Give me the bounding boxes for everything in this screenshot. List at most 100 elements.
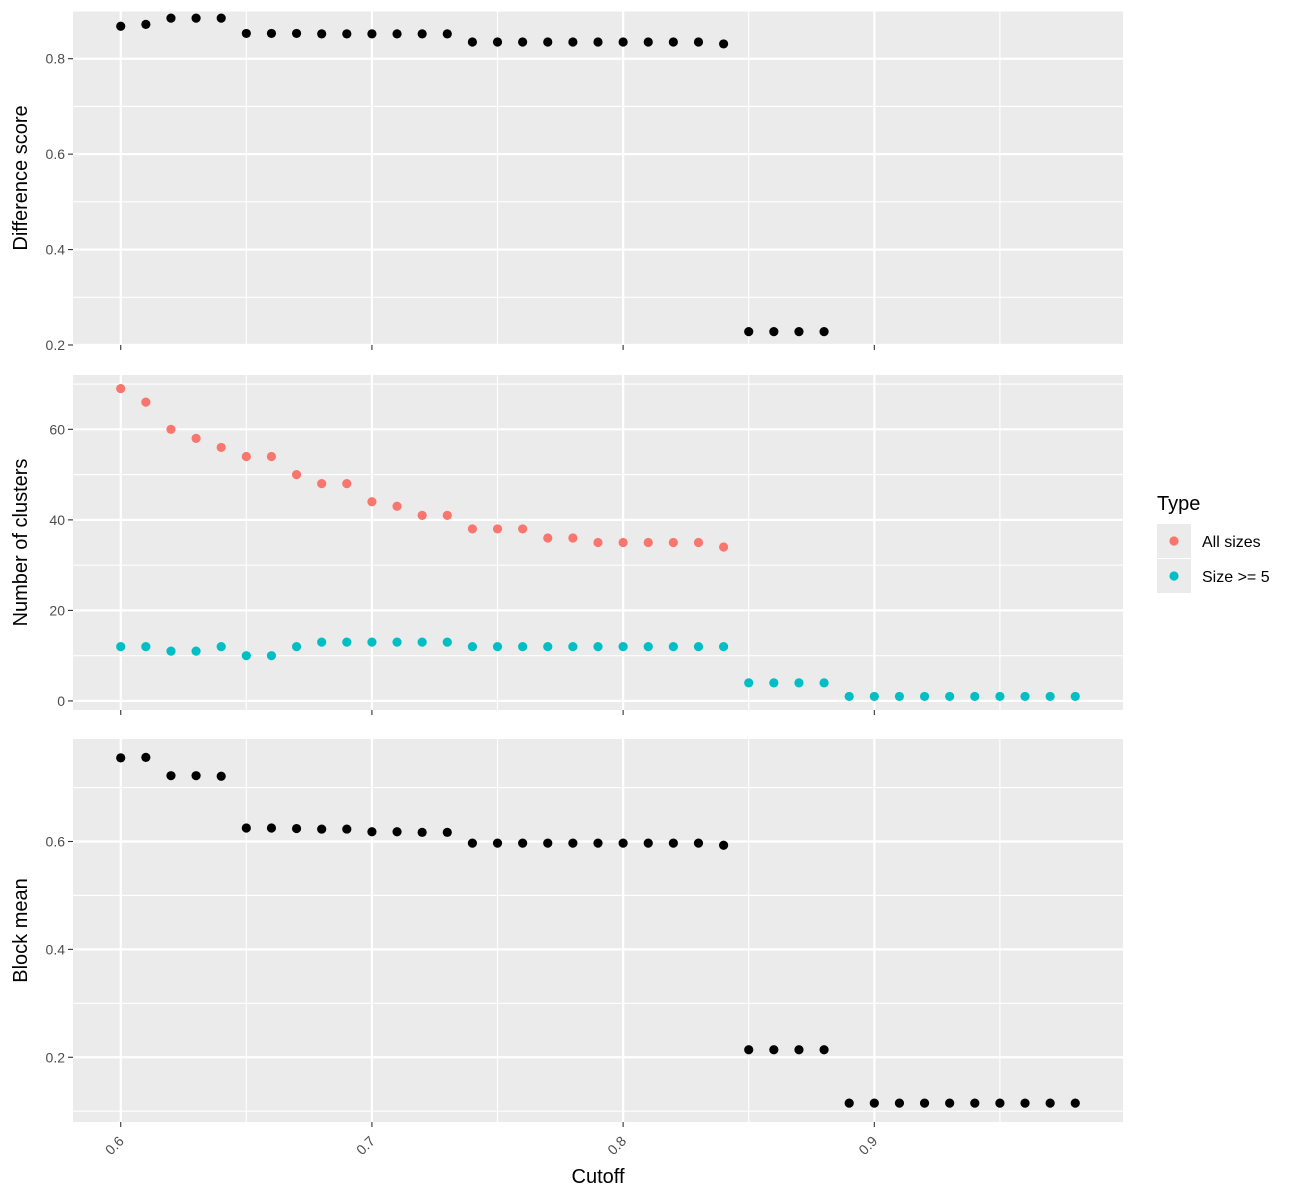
data-point: [216, 771, 226, 781]
data-point: [693, 37, 704, 47]
series-1: [116, 13, 829, 337]
data-point: [643, 642, 653, 652]
data-point: [1020, 1098, 1030, 1108]
data-point: [668, 37, 678, 47]
data-point: [191, 771, 201, 781]
x-tick-label: 0.7: [353, 1133, 378, 1158]
data-point: [417, 510, 427, 520]
y-axis-title: Difference score: [10, 105, 32, 250]
data-point: [342, 824, 352, 834]
data-point: [593, 838, 603, 848]
data-point: [141, 19, 151, 29]
data-point: [1070, 691, 1080, 702]
data-point: [166, 646, 176, 656]
data-point: [342, 479, 352, 489]
data-point: [367, 637, 377, 647]
legend-label: All sizes: [1202, 534, 1261, 551]
data-point: [1045, 1098, 1055, 1108]
x-tick-label: 0.6: [102, 1133, 127, 1158]
data-point: [1070, 1098, 1080, 1108]
data-point: [844, 691, 854, 702]
data-point: [919, 691, 930, 702]
data-point: [442, 510, 452, 520]
data-point: [518, 838, 528, 848]
data-point: [769, 327, 779, 337]
data-point: [317, 479, 327, 489]
data-point: [794, 327, 804, 337]
legend-title: Type: [1157, 493, 1200, 515]
data-point: [392, 29, 402, 39]
data-point: [291, 823, 302, 834]
data-point: [166, 771, 176, 781]
y-tick-label: 0.8: [46, 51, 66, 67]
data-point: [568, 838, 578, 848]
data-point: [794, 1045, 804, 1055]
data-point: [116, 753, 126, 763]
series-2: [116, 637, 1080, 702]
data-point: [568, 642, 578, 652]
y-axis-title: Number of clusters: [10, 459, 32, 627]
data-point: [342, 29, 352, 39]
data-point: [1020, 691, 1030, 702]
data-point: [718, 840, 729, 850]
data-point: [995, 691, 1005, 702]
data-point: [718, 642, 729, 652]
data-point: [116, 383, 126, 394]
data-point: [241, 651, 251, 661]
data-point: [668, 838, 678, 848]
data-point: [693, 537, 704, 548]
data-point: [643, 37, 653, 47]
data-point: [241, 451, 251, 462]
data-point: [216, 642, 226, 652]
series-1: [116, 383, 729, 552]
data-point: [919, 1098, 930, 1108]
data-point: [467, 838, 478, 848]
data-point: [643, 838, 653, 848]
data-point: [317, 637, 327, 647]
data-point: [141, 397, 151, 407]
y-tick-label: 0.6: [46, 833, 66, 849]
data-point: [1045, 691, 1055, 702]
data-point: [894, 1098, 905, 1108]
data-point: [266, 451, 277, 462]
data-point: [794, 678, 804, 688]
data-point: [266, 823, 277, 833]
panel-background: [73, 739, 1123, 1122]
data-point: [668, 642, 678, 652]
data-point: [141, 752, 151, 762]
data-point: [543, 642, 553, 652]
data-point: [216, 13, 226, 23]
y-tick-label: 0.2: [46, 1049, 66, 1065]
legend-key-point: [1169, 571, 1179, 581]
data-point: [693, 838, 704, 848]
data-point: [518, 524, 528, 534]
data-point: [467, 524, 478, 534]
data-point: [367, 497, 377, 507]
data-point: [643, 537, 653, 548]
data-point: [116, 642, 126, 652]
data-point: [191, 433, 201, 443]
data-point: [945, 1098, 955, 1108]
data-point: [241, 823, 251, 833]
data-point: [291, 469, 302, 480]
data-point: [392, 827, 402, 837]
y-tick-label: 0.6: [46, 146, 66, 162]
data-point: [995, 1098, 1005, 1108]
panel-background: [73, 11, 1123, 345]
data-point: [618, 642, 628, 652]
data-point: [744, 1045, 754, 1055]
data-point: [518, 642, 528, 652]
data-point: [769, 678, 779, 688]
y-tick-label: 0.2: [46, 337, 66, 353]
data-point: [543, 838, 553, 848]
data-point: [819, 678, 829, 688]
data-point: [417, 29, 427, 39]
data-point: [568, 37, 578, 47]
data-point: [116, 21, 126, 31]
y-tick-label: 0.4: [46, 941, 66, 957]
data-point: [618, 37, 628, 47]
data-point: [668, 537, 678, 548]
y-tick-label: 0: [57, 693, 65, 709]
data-point: [492, 838, 503, 848]
